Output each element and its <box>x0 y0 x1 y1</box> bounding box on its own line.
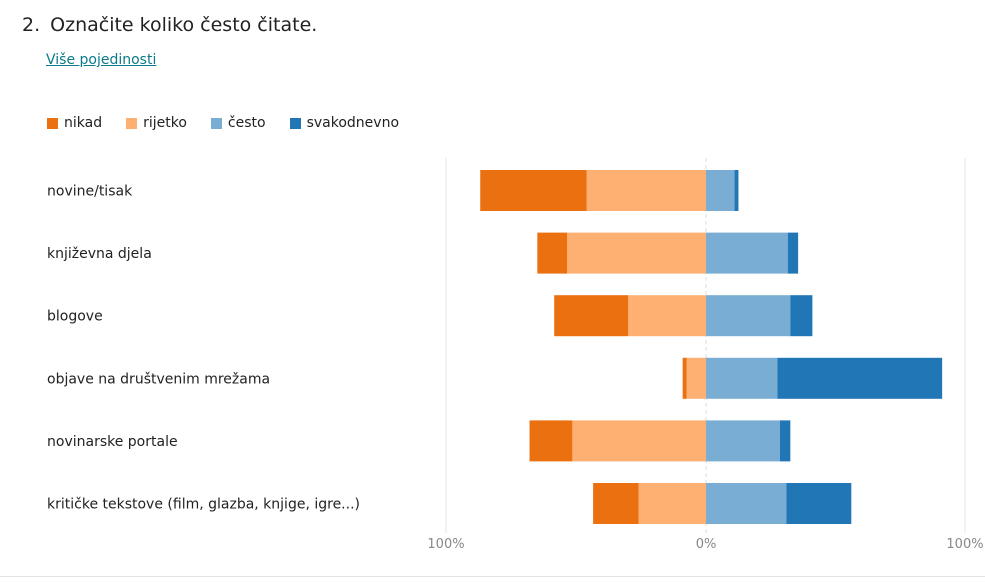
bar-nikad[interactable] <box>529 420 573 462</box>
bar-rijetko[interactable] <box>628 295 706 337</box>
legend-swatch <box>47 117 58 129</box>
legend-swatch <box>210 117 222 129</box>
bar-rijetko[interactable] <box>686 357 706 399</box>
legend-label: nikad <box>64 115 103 131</box>
bar-rijetko[interactable] <box>572 420 706 462</box>
legend-item-svakodnevno[interactable]: svakodnevno <box>289 115 400 131</box>
bar-nikad[interactable] <box>480 170 587 211</box>
x-tick-label: 0% <box>696 537 717 552</box>
bar-rijetko[interactable] <box>638 483 706 524</box>
bar-nikad[interactable] <box>537 232 568 274</box>
bar-često[interactable] <box>706 170 735 211</box>
category-label: blogove <box>47 309 103 325</box>
question-number: 2. <box>22 14 41 36</box>
bar-nikad[interactable] <box>554 295 629 337</box>
legend-label: svakodnevno <box>306 115 400 131</box>
legend-label: rijetko <box>143 115 187 131</box>
bar-svakodnevno[interactable] <box>777 357 943 399</box>
bar-često[interactable] <box>706 357 778 399</box>
bar-rijetko[interactable] <box>567 232 706 274</box>
question-title: Označite koliko često čitate. <box>50 14 318 36</box>
bar-često[interactable] <box>706 232 788 274</box>
bar-svakodnevno[interactable] <box>787 232 799 274</box>
chart-legend: nikad rijetko često svakodnevno <box>47 115 423 131</box>
bar-svakodnevno[interactable] <box>779 420 791 462</box>
x-tick-label: 100% <box>427 537 464 552</box>
legend-item-često[interactable]: često <box>210 115 266 131</box>
legend-item-rijetko[interactable]: rijetko <box>126 115 187 131</box>
bar-često[interactable] <box>706 420 780 462</box>
question-header: 2. Označite koliko često čitate. <box>22 14 317 36</box>
bar-svakodnevno[interactable] <box>734 170 739 211</box>
category-label: novine/tisak <box>47 184 133 200</box>
bar-rijetko[interactable] <box>586 170 706 211</box>
more-details-link[interactable]: Više pojedinosti <box>46 52 157 68</box>
category-label: kritičke tekstove (film, glazba, knjige,… <box>47 497 360 513</box>
category-label: objave na društvenim mrežama <box>47 371 270 387</box>
legend-swatch <box>126 117 138 129</box>
category-label: književna djela <box>47 246 152 262</box>
bar-svakodnevno[interactable] <box>786 483 852 524</box>
category-label: novinarske portale <box>47 434 178 450</box>
bar-često[interactable] <box>706 483 787 524</box>
bottom-divider <box>0 576 985 577</box>
bar-svakodnevno[interactable] <box>790 295 813 337</box>
bar-nikad[interactable] <box>593 483 639 524</box>
legend-item-nikad[interactable]: nikad <box>47 115 102 131</box>
legend-label: često <box>227 115 266 131</box>
bar-nikad[interactable] <box>682 357 687 399</box>
bar-često[interactable] <box>706 295 791 337</box>
legend-swatch <box>289 117 301 129</box>
x-tick-label: 100% <box>946 537 983 552</box>
